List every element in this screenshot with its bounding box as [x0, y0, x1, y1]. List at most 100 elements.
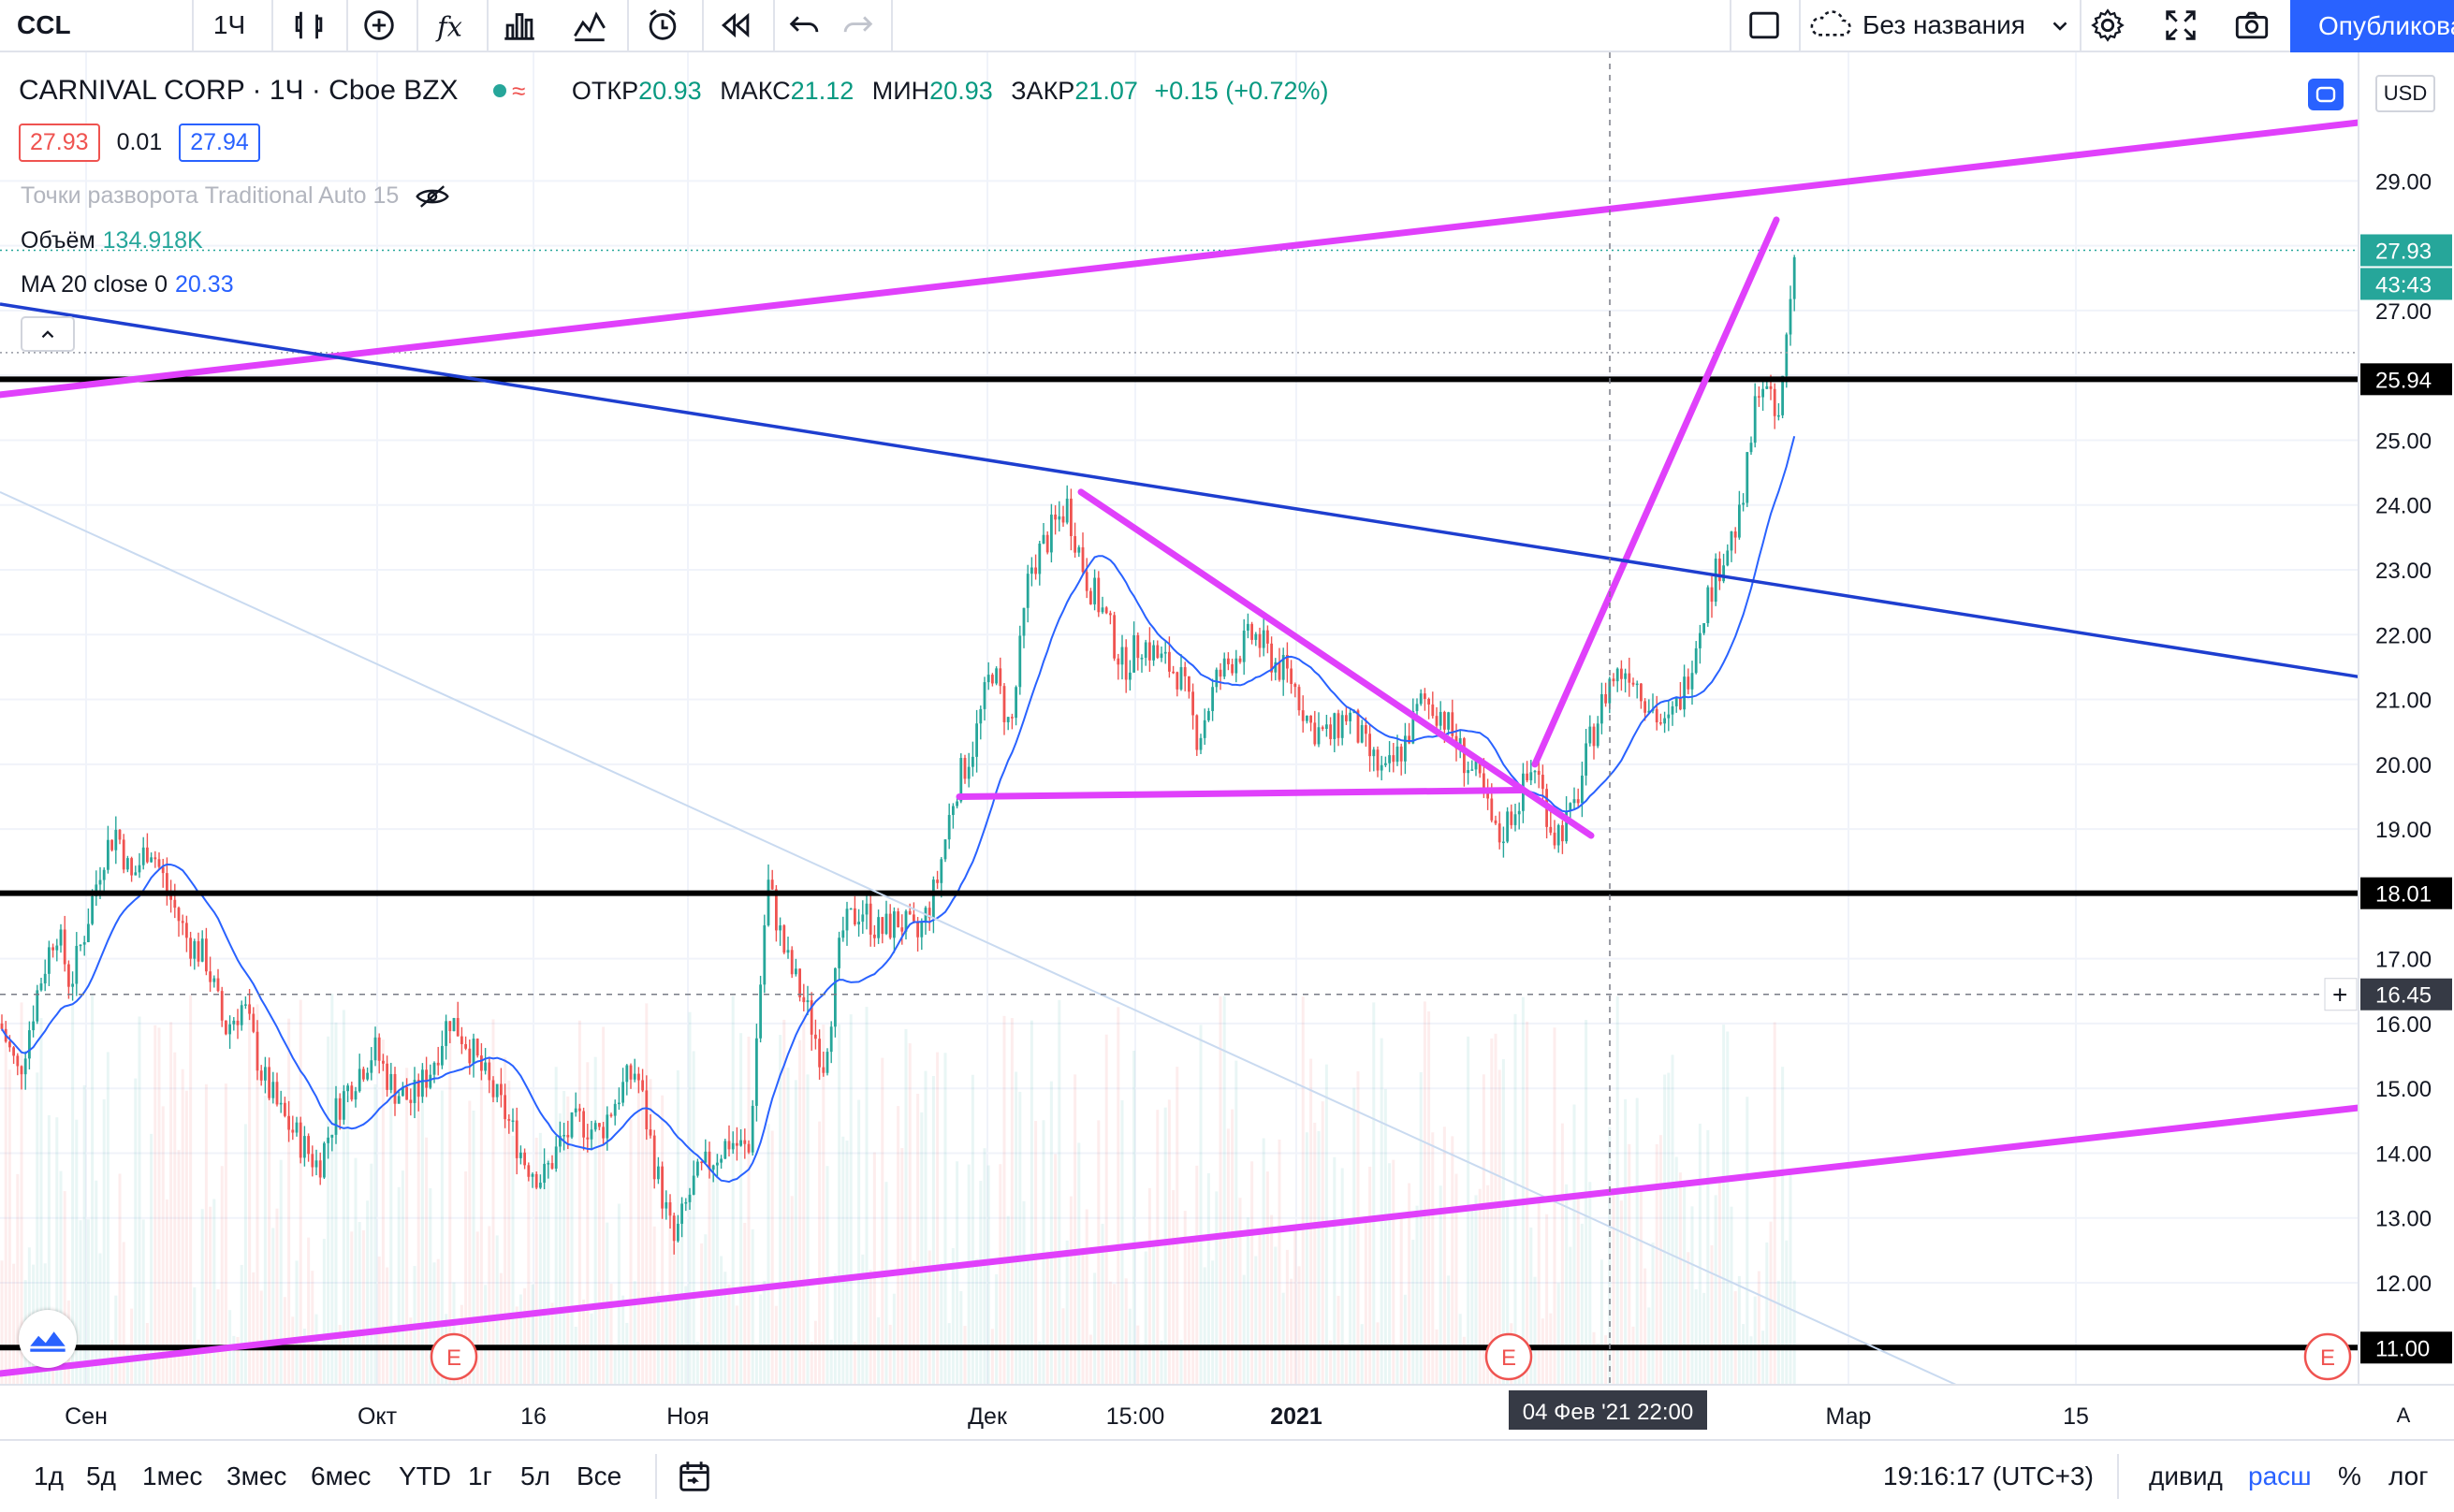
chart-grid — [0, 52, 2359, 1385]
volume-bar — [1211, 1260, 1215, 1385]
add-alert-button[interactable] — [2324, 978, 2358, 1011]
range-button-8[interactable]: Все — [577, 1461, 622, 1490]
price-scale[interactable]: 12.0013.0014.0015.0016.0017.0018.0019.00… — [2324, 52, 2454, 1439]
auto-scale-button[interactable]: A — [2397, 1403, 2411, 1427]
volume-bar — [1360, 1324, 1364, 1385]
sell-button[interactable]: 27.93 — [19, 124, 100, 162]
symbol-search-button[interactable]: CCL — [17, 10, 71, 39]
candle-body — [1585, 743, 1587, 776]
collapse-legend-button[interactable] — [21, 316, 75, 352]
tradingview-logo[interactable] — [19, 1310, 77, 1368]
volume-bar — [1714, 1195, 1717, 1385]
magenta-trend-line[interactable] — [1077, 488, 1595, 839]
candle-body — [350, 1085, 354, 1100]
range-button-0[interactable]: 1д — [34, 1461, 64, 1490]
volume-bar — [1297, 1266, 1301, 1385]
magenta-trend-line[interactable] — [0, 1104, 2362, 1377]
timezone-button[interactable]: 19:16:17 (UTC+3) — [1883, 1461, 2094, 1490]
auto-fit-button[interactable] — [2308, 79, 2344, 110]
earnings-marker[interactable] — [2303, 1332, 2352, 1381]
volume-bar — [358, 1221, 361, 1385]
volume-bar — [1663, 1074, 1667, 1385]
candle-body — [1576, 799, 1580, 804]
replay-icon[interactable] — [708, 0, 764, 51]
open-value: 20.93 — [638, 77, 702, 105]
range-button-3[interactable]: 3мес — [226, 1461, 287, 1490]
range-button-5[interactable]: YTD — [399, 1461, 451, 1490]
volume-bar — [818, 1121, 822, 1385]
fullscreen-icon[interactable] — [2153, 0, 2209, 51]
volume-bar — [1392, 1159, 1395, 1385]
candle-body — [181, 921, 184, 923]
candle-body — [1687, 676, 1690, 690]
ma-indicator-legend[interactable]: MA 20 close 0 20.33 — [21, 271, 234, 298]
dividends-toggle[interactable]: дивид — [2149, 1461, 2223, 1490]
log-scale-toggle[interactable]: лог — [2388, 1461, 2429, 1490]
candle-body — [107, 839, 110, 870]
candle-body — [134, 872, 138, 876]
volume-bar — [743, 1223, 747, 1385]
series-title[interactable]: CARNIVAL CORP · 1Ч · Cboe BZX — [19, 75, 459, 106]
candle-body — [1368, 734, 1371, 757]
undo-icon[interactable] — [779, 0, 830, 51]
magenta-trend-line[interactable] — [0, 119, 2362, 399]
candle-body — [1714, 558, 1717, 603]
candle-body — [0, 1023, 4, 1029]
interval-button[interactable]: 1Ч — [212, 10, 246, 39]
redo-icon[interactable] — [831, 0, 883, 51]
volume-bar — [708, 1173, 711, 1385]
buy-button[interactable]: 27.94 — [179, 124, 260, 162]
currency-button[interactable]: USD — [2375, 75, 2435, 112]
volume-bar — [900, 1147, 904, 1385]
candle-body — [153, 857, 157, 860]
range-button-1[interactable]: 5д — [86, 1461, 116, 1490]
alert-icon[interactable] — [635, 0, 691, 51]
candle-body — [975, 723, 978, 757]
publish-button[interactable]: Опубликовать — [2290, 0, 2454, 52]
candle-body — [1490, 798, 1494, 821]
range-button-6[interactable]: 1г — [468, 1461, 492, 1490]
blue-trend-line[interactable] — [0, 302, 2359, 679]
range-button-2[interactable]: 1мес — [142, 1461, 203, 1490]
candle-body — [983, 682, 986, 709]
chart-type-icon[interactable] — [562, 0, 618, 51]
candle-body — [1325, 724, 1328, 729]
candle-body — [1238, 658, 1242, 662]
bar-style-icon[interactable] — [281, 0, 337, 51]
volume-bar — [1403, 1294, 1407, 1385]
volume-bar — [1124, 1278, 1128, 1385]
earnings-marker[interactable] — [1484, 1332, 1533, 1381]
range-button-4[interactable]: 6мес — [311, 1461, 372, 1490]
earnings-marker[interactable] — [430, 1332, 478, 1381]
layout-icon[interactable] — [1736, 0, 1792, 51]
magenta-trend-line[interactable] — [956, 787, 1525, 800]
range-button-7[interactable]: 5л — [520, 1461, 550, 1490]
percent-scale-toggle[interactable]: % — [2338, 1461, 2361, 1490]
templates-icon[interactable] — [491, 0, 548, 51]
time-scale[interactable]: Сен Окт 16 Ноя Дек 15:00 2021 Мар 15 04 Фев '21 2… — [0, 1384, 2454, 1439]
magenta-trend-line[interactable] — [1531, 216, 1780, 768]
volume-bar — [20, 1002, 23, 1385]
screenshot-icon[interactable] — [2224, 0, 2280, 51]
compare-icon[interactable] — [351, 0, 407, 51]
indicators-icon[interactable]: fx — [421, 0, 477, 51]
candle-body — [141, 847, 145, 865]
candle-body — [1132, 634, 1135, 673]
candle-body — [402, 1086, 404, 1097]
settings-icon[interactable] — [2080, 0, 2136, 51]
crosshair-date-bg — [1509, 1390, 1707, 1430]
candle-body — [330, 1134, 334, 1138]
layout-name-button[interactable]: Без названия — [1806, 0, 2072, 51]
pivot-indicator-legend[interactable]: Точки разворота Traditional Auto 15 — [21, 182, 450, 210]
extended-hours-toggle[interactable]: расш — [2248, 1461, 2312, 1490]
date-range-button[interactable] — [676, 1441, 713, 1512]
volume-indicator-legend[interactable]: Объём 134.918K — [21, 227, 203, 254]
price-chart[interactable]: 12.0013.0014.0015.0016.0017.0018.0019.00… — [0, 52, 2454, 1439]
volume-bar — [299, 999, 302, 1385]
eye-hidden-icon[interactable] — [415, 183, 450, 210]
volume-bar — [1742, 1324, 1746, 1385]
trend-drawings[interactable] — [0, 119, 2362, 1377]
volume-bar — [625, 1322, 629, 1385]
candle-body — [904, 910, 908, 932]
